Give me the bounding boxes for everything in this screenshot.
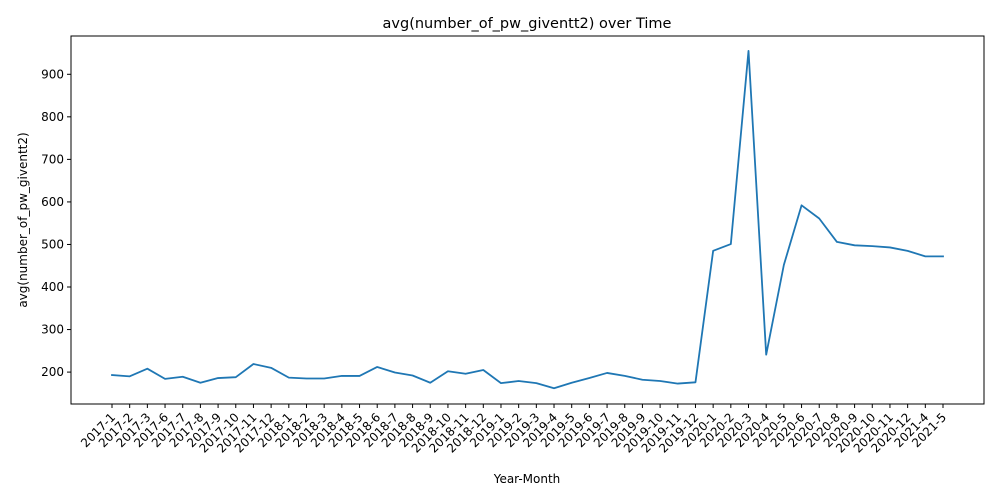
y-tick-label: 500 [41,237,64,251]
y-tick-label: 900 [41,67,64,81]
y-tick-label: 200 [41,365,64,379]
plot-frame [70,35,985,405]
chart-title: avg(number_of_pw_giventt2) over Time [383,16,672,32]
y-tick-label: 700 [41,152,64,166]
series-layer [111,49,944,390]
y-axis-title: avg(number_of_pw_giventt2) [16,132,30,307]
x-axis-title: Year-Month [493,472,561,486]
y-tick-label: 800 [41,110,64,124]
y-axis: 200 300 400 500 600 700 800 900 [41,67,71,379]
series-line [111,49,944,390]
y-tick-label: 400 [41,280,64,294]
y-tick-label: 300 [41,323,64,337]
y-tick-label: 600 [41,195,64,209]
